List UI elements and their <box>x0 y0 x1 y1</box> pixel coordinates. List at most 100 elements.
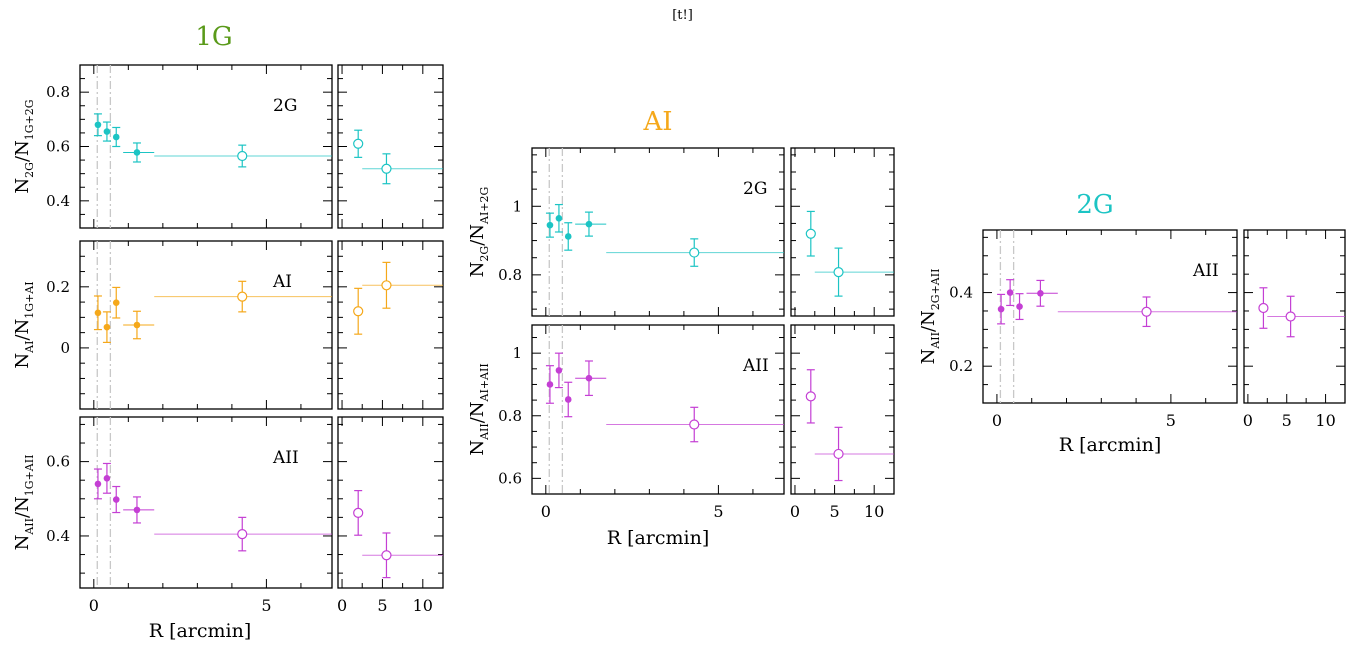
y-axis-label: N2G/NAI+2G <box>467 187 491 278</box>
y-tick-label: 0 <box>60 339 70 357</box>
data-point-filled <box>546 381 554 388</box>
data-point-filled <box>564 233 572 240</box>
panel-label: 2G <box>273 96 297 116</box>
y-tick-label: 0.4 <box>46 527 70 545</box>
data-point-filled <box>1037 290 1044 297</box>
x-tick-label: 5 <box>377 596 387 615</box>
data-point-filled <box>94 121 102 129</box>
data-point-filled <box>133 321 141 329</box>
figure-caption: [t!] <box>672 8 693 23</box>
data-point-open <box>381 280 392 291</box>
panel-frame-inner <box>982 229 1238 404</box>
data-point-open <box>1258 302 1269 314</box>
y-axis-label: N2G/N1G+2G <box>12 99 36 193</box>
y-tick-label: 0.8 <box>46 83 70 101</box>
panel-label: AII <box>742 356 769 376</box>
data-point-open <box>1285 311 1296 322</box>
x-axis-label: R [arcmin] <box>149 620 252 642</box>
y-tick-label: 0.6 <box>46 453 70 471</box>
y-tick-label: 1 <box>512 197 522 215</box>
x-tick-label: 0 <box>541 502 551 521</box>
y-tick-label: 0.4 <box>949 284 973 302</box>
panel-frame-outer <box>337 64 444 229</box>
data-point-filled <box>103 475 111 482</box>
data-point-filled <box>112 299 120 307</box>
data-point-open <box>353 507 364 519</box>
data-point-filled <box>585 374 593 382</box>
panel-frame-inner <box>79 240 333 410</box>
panel-frame-outer <box>790 147 895 317</box>
data-point-filled <box>546 221 554 229</box>
x-tick-label: 10 <box>864 502 884 521</box>
data-point-open <box>237 150 248 162</box>
data-point-open <box>353 138 364 149</box>
data-point-open <box>805 228 816 239</box>
data-point-filled <box>133 149 141 156</box>
data-point-filled <box>997 305 1005 313</box>
data-point-filled <box>1006 289 1014 296</box>
x-tick-label: 0 <box>89 596 99 615</box>
data-point-open <box>381 550 392 561</box>
panel-label: AII <box>272 448 299 468</box>
panel-frame-inner <box>531 147 785 317</box>
data-point-filled <box>94 309 102 317</box>
chart-title: 1G <box>195 22 232 52</box>
y-axis-label: NAII/N1G+AII <box>12 455 36 551</box>
y-tick-label: 0.2 <box>46 278 70 296</box>
data-point-open <box>237 528 248 540</box>
x-tick-label: 5 <box>713 502 723 521</box>
y-axis-label: NAI/N1G+AI <box>12 281 36 368</box>
data-point-open <box>1141 306 1152 317</box>
data-point-open <box>353 306 364 317</box>
y-tick-label: 0.2 <box>949 357 973 375</box>
chart-title: AI <box>642 107 672 137</box>
y-tick-label: 1 <box>512 344 522 362</box>
x-tick-label: 0 <box>1243 411 1253 430</box>
data-point-open <box>833 267 844 278</box>
data-point-filled <box>103 323 111 331</box>
x-tick-label: 5 <box>829 502 839 521</box>
x-axis-label: R [arcmin] <box>1059 434 1162 456</box>
data-point-filled <box>103 128 111 135</box>
panel-label: AII <box>1192 261 1219 281</box>
panel-frame-outer <box>337 240 444 410</box>
y-tick-label: 0.8 <box>498 266 522 284</box>
x-axis-label: R [arcmin] <box>607 527 710 549</box>
data-point-filled <box>1016 303 1023 310</box>
x-tick-label: 0 <box>790 502 800 521</box>
data-point-filled <box>555 367 563 374</box>
y-tick-label: 0.8 <box>498 407 522 425</box>
data-point-open <box>381 163 392 174</box>
x-tick-label: 10 <box>1315 411 1335 430</box>
x-tick-label: 5 <box>261 596 271 615</box>
data-point-filled <box>112 133 120 141</box>
y-tick-label: 0.4 <box>46 192 70 210</box>
chart-1: AI 0.8 1 2G N2G/NAI+2G 0.6 0.8 1 AII NAII/NAI+AII… <box>467 107 895 549</box>
data-point-open <box>689 247 700 258</box>
data-point-filled <box>133 506 141 514</box>
chart-0: 1G 0.4 0.6 0.8 2G N2G/N1G+2G 0 0.2 AI NAI/N1G+AI 0… <box>12 22 444 642</box>
y-axis-label: NAII/N2G+AII <box>918 269 942 365</box>
data-point-open <box>689 419 700 430</box>
y-tick-label: 0.6 <box>46 138 70 156</box>
x-tick-label: 5 <box>1282 411 1292 430</box>
panel-label: 2G <box>743 179 767 199</box>
data-point-open <box>833 448 844 460</box>
chart-2: 2G 0.2 0.4 AII NAII/N2G+AII 0 5 0 5 10 R [arcmin] <box>918 190 1346 456</box>
data-point-filled <box>564 396 572 403</box>
data-point-filled <box>585 220 593 228</box>
y-tick-label: 0.6 <box>498 469 522 487</box>
x-tick-label: 10 <box>413 596 433 615</box>
chart-title: 2G <box>1076 190 1113 220</box>
data-point-filled <box>112 496 120 503</box>
panel-frame-outer <box>337 416 444 589</box>
x-tick-label: 5 <box>1166 411 1176 430</box>
data-point-filled <box>555 214 563 222</box>
data-point-filled <box>94 480 102 488</box>
x-tick-label: 0 <box>992 411 1002 430</box>
data-point-open <box>805 391 816 402</box>
panel-frame-outer <box>790 324 895 495</box>
panel-label: AI <box>272 272 292 292</box>
panel-frame-inner <box>79 416 333 589</box>
